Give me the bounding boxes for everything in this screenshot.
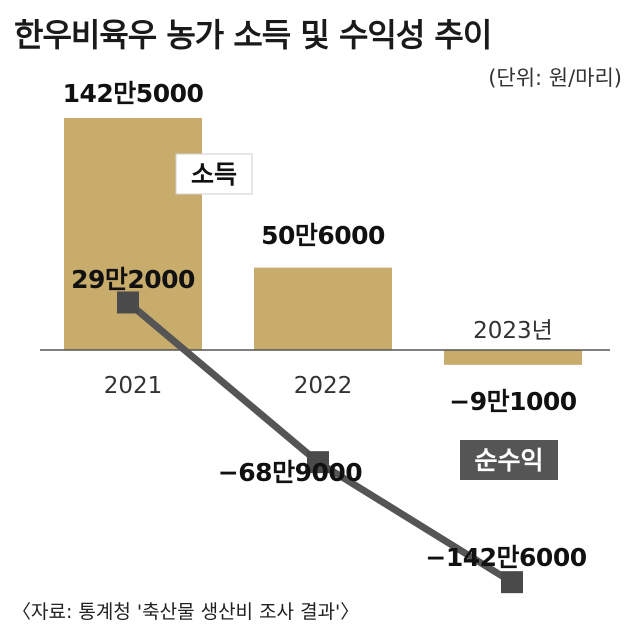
chart-title: 한우비육우 농가 소득 및 수익성 추이 [14,16,492,54]
income-tag-box [175,153,253,195]
net-profit-tag-box [460,440,558,480]
line-value-labels: 29만2000 −68만9000 −142만6000 [71,265,587,572]
bar-value-label-0: 142만5000 [63,79,204,108]
line-value-label-0: 29만2000 [71,265,195,294]
category-label-2: 2023년 [473,318,553,344]
line-value-label-1: −68만9000 [218,458,362,487]
bar-series-income [64,118,582,365]
category-label-0: 2021 [104,373,163,399]
net-profit-tag-label: 순수익 [474,446,543,475]
line-value-label-2: −142만6000 [425,543,586,572]
income-bar-2 [444,350,582,365]
income-bar-1 [254,267,392,350]
income-bar-0 [64,118,202,350]
bar-value-labels: 142만5000 50만6000 −9만1000 [63,79,578,416]
category-labels: 2021 2022 2023년 [104,318,553,399]
source-note: 〈자료: 통계청 '축산물 생산비 조사 결과'〉 [12,601,360,623]
bar-value-label-1: 50만6000 [261,221,385,250]
bar-value-label-2: −9만1000 [449,387,577,416]
unit-label: (단위: 원/마리) [488,66,622,90]
net-profit-marker-2 [501,571,523,594]
net-profit-marker-1 [307,451,329,474]
line-series-net-profit [117,291,523,594]
net-profit-marker-0 [117,291,139,314]
category-label-1: 2022 [294,373,353,399]
chart-area: 2021 2022 2023년 142만5000 50만6000 −9만1000 29만… [40,79,610,594]
income-tag-label: 소득 [191,160,237,189]
